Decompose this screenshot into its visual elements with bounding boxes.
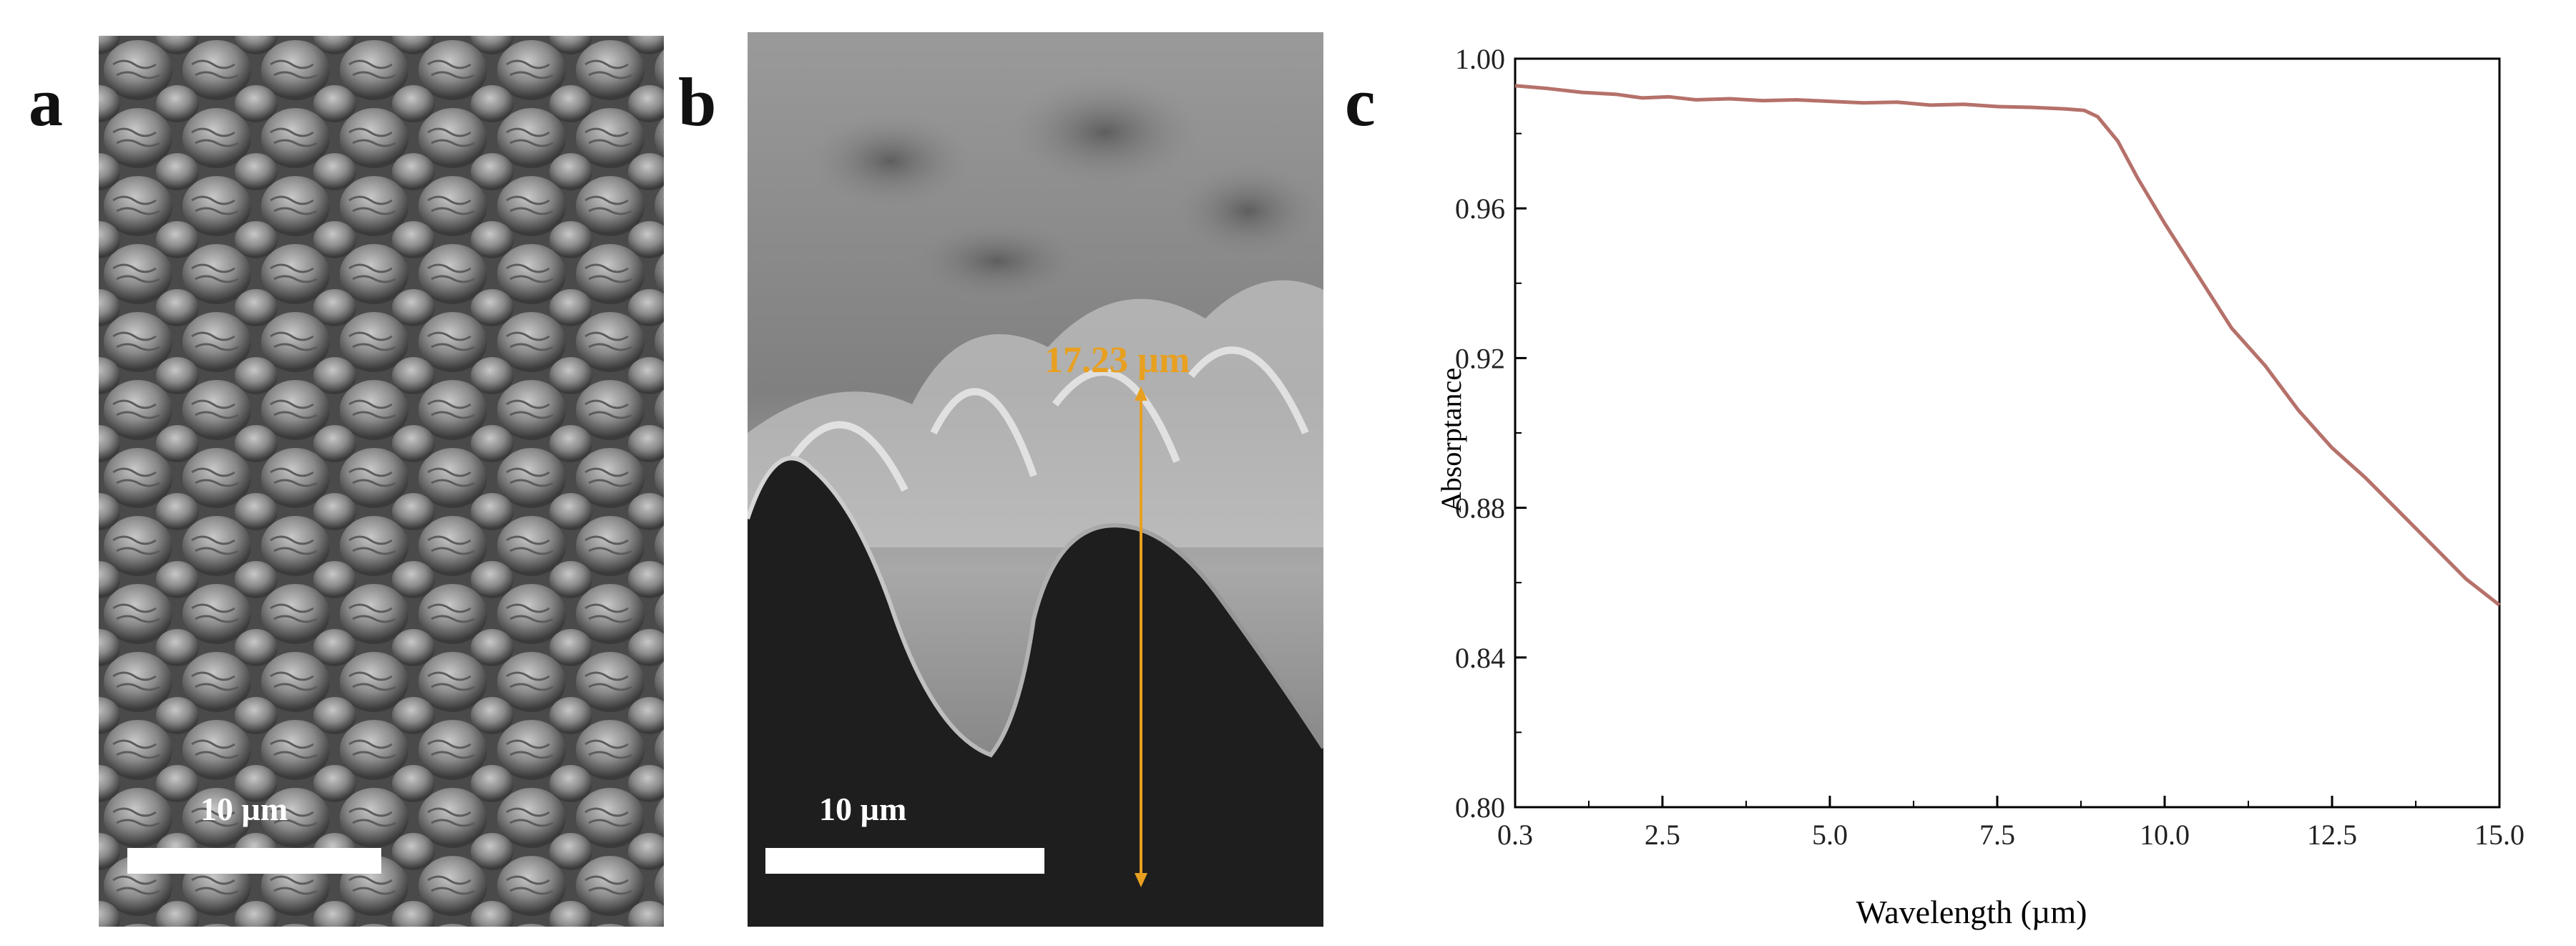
sem-image-b xyxy=(748,32,1323,927)
x-tick-label: 5.0 xyxy=(1812,819,1848,851)
panel-c-label: c xyxy=(1345,64,1376,140)
measurement-label-b: 17.23 µm xyxy=(1044,340,1190,381)
absorptance-line xyxy=(1514,84,2501,607)
y-tick-label: 1.00 xyxy=(1455,43,1505,75)
sem-image-a xyxy=(99,36,664,927)
y-tick-label: 0.88 xyxy=(1455,492,1505,525)
plot-frame xyxy=(1514,57,2501,809)
y-tick-label: 0.84 xyxy=(1455,642,1505,674)
x-tick-label: 10.0 xyxy=(2140,819,2190,851)
y-tick-label: 0.92 xyxy=(1455,342,1505,374)
x-tick-label: 2.5 xyxy=(1645,819,1680,851)
panel-a-label: a xyxy=(29,64,63,140)
x-tick-label: 15.0 xyxy=(2474,819,2524,851)
x-tick-label: 7.5 xyxy=(1979,819,2015,851)
x-tick-label: 12.5 xyxy=(2307,819,2357,851)
x-tick-label: 0.3 xyxy=(1497,819,1533,851)
absorptance-chart: 0.80 0.84 0.88 0.92 0.96 1.00 0.3 2.5 5.0 7.5 10.0… xyxy=(1435,43,2524,930)
measurement-arrow-b xyxy=(1135,386,1147,887)
chart-xlabel: Wavelength (µm) xyxy=(1856,894,2087,930)
scale-label-a: 10 µm xyxy=(200,791,288,827)
y-tick-label: 0.96 xyxy=(1455,192,1505,225)
scale-bar-a xyxy=(127,848,381,874)
panel-b-label: b xyxy=(678,64,717,140)
y-tick-label: 0.80 xyxy=(1455,791,1505,824)
scale-bar-b xyxy=(765,848,1044,874)
chart-ylabel: Absorptance xyxy=(1435,368,1467,512)
scale-label-b: 10 µm xyxy=(819,791,907,827)
